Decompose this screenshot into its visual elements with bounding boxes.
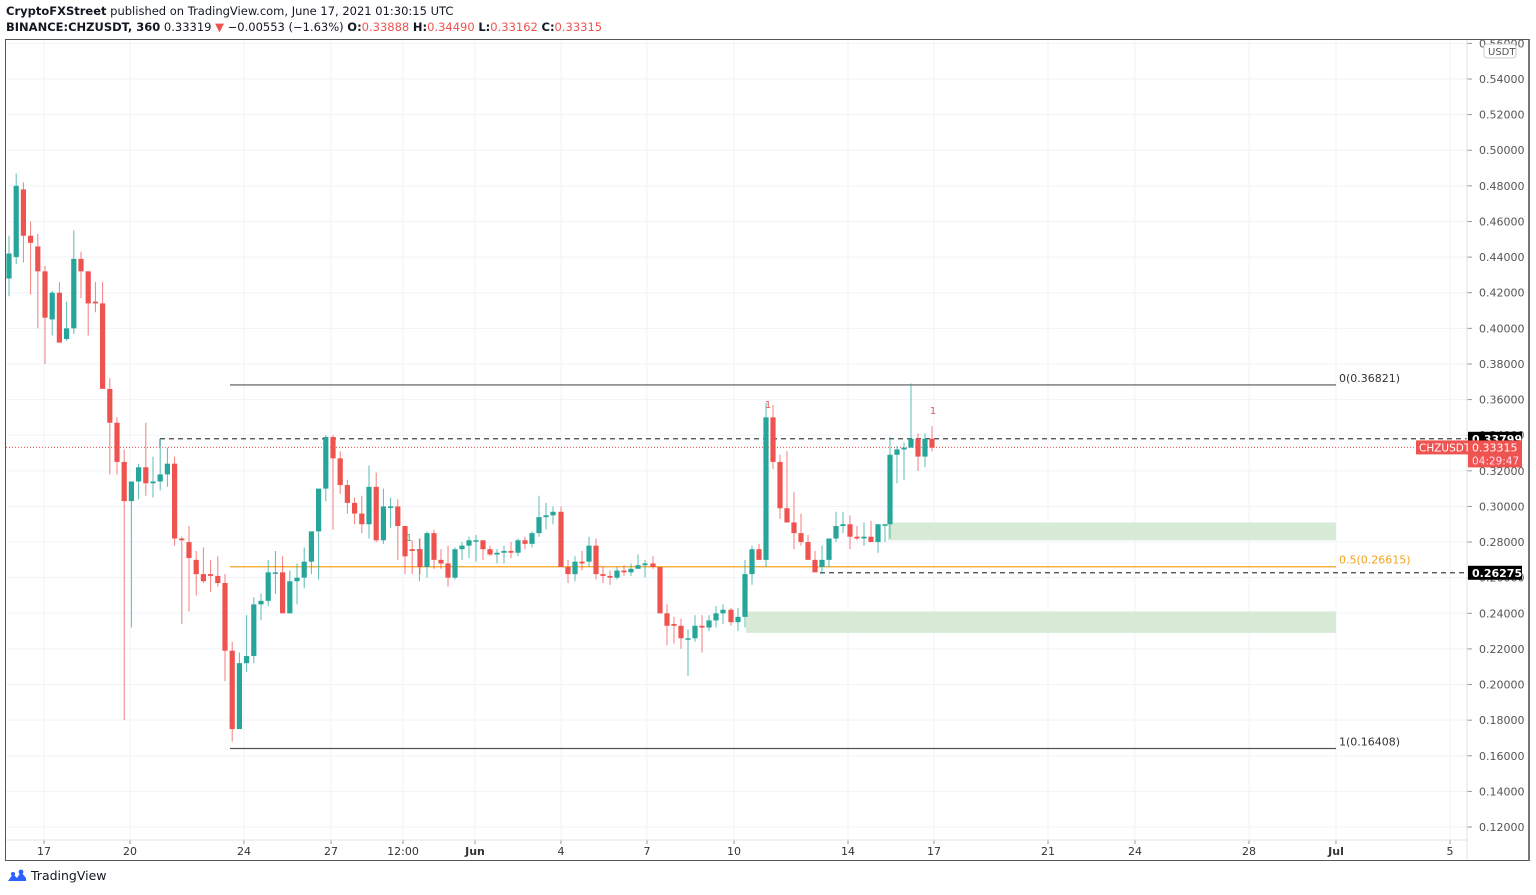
candlesticks bbox=[6, 173, 935, 742]
price-tick: 0.54000 bbox=[1479, 73, 1525, 86]
price-tick: 0.42000 bbox=[1479, 287, 1525, 300]
svg-text:1: 1 bbox=[930, 406, 936, 417]
time-tick: 5 bbox=[1447, 845, 1454, 858]
time-tick: 24 bbox=[1128, 845, 1142, 858]
time-axis[interactable]: 17 20 24 27 12:00 Jun 4 7 10 14 17 21 24 28 Jul 5 bbox=[6, 839, 1467, 858]
svg-text:0.5(0.26615): 0.5(0.26615) bbox=[1339, 554, 1411, 567]
tradingview-cloud-icon bbox=[8, 869, 26, 881]
publisher-name[interactable]: CryptoFXStreet bbox=[6, 4, 107, 18]
price-tick: 0.12000 bbox=[1479, 821, 1525, 834]
price-tick: 0.28000 bbox=[1479, 536, 1525, 549]
grid-lines bbox=[6, 40, 1467, 840]
price-tick: 0.52000 bbox=[1479, 109, 1525, 122]
svg-text:1: 1 bbox=[406, 533, 412, 544]
bar-countdown: 04:29:47 bbox=[1472, 455, 1519, 467]
high-value: 0.34490 bbox=[427, 20, 475, 34]
svg-text:0(0.36821): 0(0.36821) bbox=[1339, 372, 1400, 385]
price-tick: 0.32000 bbox=[1479, 465, 1525, 478]
low-value: 0.33162 bbox=[490, 20, 538, 34]
ohlc-line: BINANCE:CHZUSDT, 360 0.33319 ▼ −0.00553 … bbox=[6, 19, 602, 35]
time-tick: 21 bbox=[1041, 845, 1055, 858]
chart-frame[interactable] bbox=[5, 39, 1530, 861]
time-tick: 27 bbox=[324, 845, 338, 858]
price-tick: 0.16000 bbox=[1479, 750, 1525, 763]
time-tick: Jul bbox=[1327, 845, 1344, 858]
price-tick: 0.18000 bbox=[1479, 714, 1525, 727]
low-label: L: bbox=[478, 20, 491, 34]
demand-zones bbox=[746, 522, 1336, 633]
time-tick: Jun bbox=[464, 845, 485, 858]
time-tick: 17 bbox=[37, 845, 51, 858]
price-tick: 0.48000 bbox=[1479, 180, 1525, 193]
symbol-label[interactable]: BINANCE:CHZUSDT, 360 bbox=[6, 20, 161, 34]
price-tick: 0.40000 bbox=[1479, 322, 1525, 335]
time-tick: 17 bbox=[927, 845, 941, 858]
price-tick: 0.46000 bbox=[1479, 215, 1525, 228]
down-arrow-icon: ▼ bbox=[215, 20, 224, 34]
last-value: 0.33319 bbox=[163, 20, 212, 34]
time-tick: 4 bbox=[558, 845, 565, 858]
published-text: published on TradingView.com, June 17, 2… bbox=[106, 4, 454, 18]
time-tick: 24 bbox=[237, 845, 251, 858]
time-tick: 28 bbox=[1242, 845, 1256, 858]
tradingview-logo[interactable]: TradingView bbox=[6, 868, 107, 883]
price-tick: 0.44000 bbox=[1479, 251, 1525, 264]
price-tick: 0.20000 bbox=[1479, 679, 1525, 692]
time-tick: 20 bbox=[123, 845, 137, 858]
tradingview-brand: TradingView bbox=[31, 868, 107, 883]
support-price-label: 0.26275 bbox=[1472, 567, 1522, 580]
price-tick: 0.50000 bbox=[1479, 144, 1525, 157]
time-tick: 14 bbox=[841, 845, 855, 858]
price-tick: 0.36000 bbox=[1479, 394, 1525, 407]
price-tick: 0.22000 bbox=[1479, 643, 1525, 656]
high-label: H: bbox=[412, 20, 428, 34]
price-tick: 0.14000 bbox=[1479, 785, 1525, 798]
price-axis[interactable]: 0.560000.540000.520000.500000.480000.460… bbox=[1466, 37, 1525, 860]
open-label: O: bbox=[347, 20, 362, 34]
symbol-price-label: CHZUSDT bbox=[1419, 442, 1471, 454]
drawing-lines bbox=[6, 384, 1467, 750]
close-label: C: bbox=[541, 20, 555, 34]
last-price-label: 0.33315 bbox=[1472, 441, 1518, 454]
chart-header: CryptoFXStreet published on TradingView.… bbox=[6, 3, 602, 35]
price-tick: 0.24000 bbox=[1479, 607, 1525, 620]
svg-text:1: 1 bbox=[765, 400, 771, 411]
time-tick: 7 bbox=[644, 845, 651, 858]
close-value: 0.33315 bbox=[554, 20, 603, 34]
open-value: 0.33888 bbox=[361, 20, 410, 34]
change-value: −0.00553 (−1.63%) bbox=[227, 20, 344, 34]
svg-text:1(0.16408): 1(0.16408) bbox=[1339, 736, 1400, 749]
price-tick: 0.30000 bbox=[1479, 500, 1525, 513]
time-tick: 10 bbox=[727, 845, 741, 858]
time-tick: 12:00 bbox=[387, 845, 419, 858]
axis-labels: 0(0.36821)0.5(0.26615)1(0.16408)1110.337… bbox=[406, 372, 1522, 749]
currency-badge: USDT bbox=[1488, 47, 1516, 58]
publish-line: CryptoFXStreet published on TradingView.… bbox=[6, 3, 602, 19]
price-tick: 0.38000 bbox=[1479, 358, 1525, 371]
